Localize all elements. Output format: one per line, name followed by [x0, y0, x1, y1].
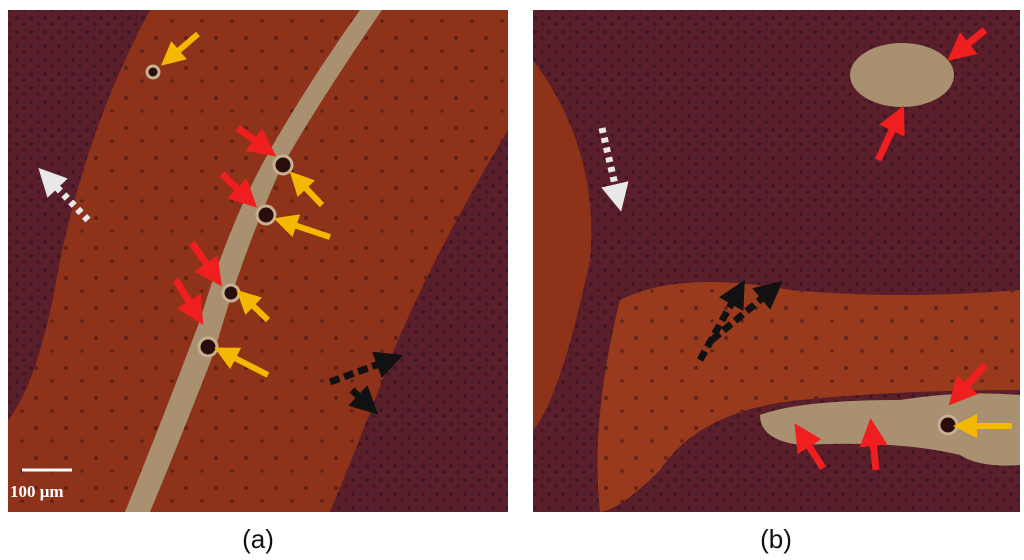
scale-bar-label: 100 μm	[10, 482, 64, 501]
panel-label: (a)	[218, 524, 298, 555]
figure: 100 μm (a) (b)	[0, 0, 1024, 560]
micrographs: 100 μm	[0, 0, 1024, 520]
panel-a: 100 μm	[8, 10, 508, 512]
panel-b	[533, 10, 1020, 512]
panel-label: (b)	[736, 524, 816, 555]
